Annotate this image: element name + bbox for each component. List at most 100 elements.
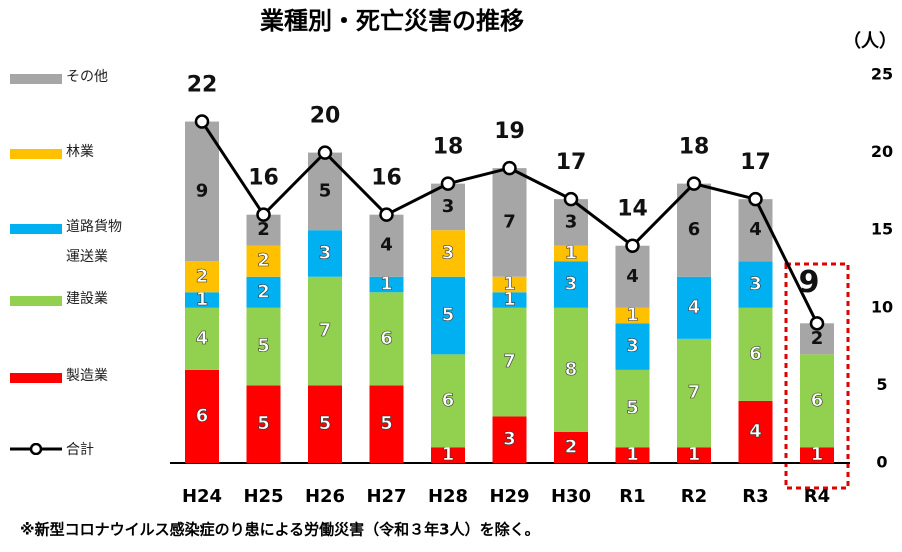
bar-segment: [615, 307, 650, 324]
data-label: 7: [503, 351, 516, 372]
bar-segment: [369, 385, 404, 463]
legend-item: その他: [10, 69, 126, 92]
bar-segment: [677, 338, 711, 448]
bar-segment: [615, 323, 650, 370]
footnote: ※新型コロナウイルス感染症のり患による労働災害（令和３年3人）を除く。: [20, 521, 540, 539]
data-label: 3: [503, 429, 516, 450]
legend-label: 林業: [66, 144, 94, 160]
data-label: 1: [565, 242, 578, 263]
bar-segment: [677, 276, 711, 339]
legend-item: 林業: [10, 144, 126, 167]
total-marker: [440, 176, 456, 191]
data-label: 5: [319, 180, 332, 201]
bar-segment: [431, 183, 465, 231]
data-label: 4: [749, 421, 762, 442]
y-tick-label: 0: [876, 453, 887, 472]
total-marker: [379, 207, 394, 222]
x-tick-label: R3: [742, 486, 768, 507]
data-label: 4: [626, 266, 639, 287]
data-label: 8: [565, 359, 578, 380]
data-label: 1: [380, 274, 393, 295]
bar-segment: [492, 292, 527, 308]
data-label: 5: [626, 398, 639, 419]
y-tick-label: 10: [871, 297, 893, 316]
x-tick-label: H24: [182, 486, 222, 507]
x-tick-label: H30: [551, 486, 591, 507]
y-tick-label: 15: [871, 220, 893, 239]
data-label: 7: [319, 320, 332, 341]
bar-segment: [554, 307, 588, 432]
data-label: 3: [565, 274, 578, 295]
total-marker: [625, 238, 640, 253]
data-label: 3: [319, 242, 332, 263]
bar-segment: [492, 307, 527, 417]
bar-segment: [369, 292, 404, 386]
legend-label: 建設業: [66, 291, 108, 307]
bar-segment: [677, 447, 711, 463]
data-label: 9: [196, 180, 209, 201]
data-label: 2: [196, 266, 209, 287]
bar-segment: [431, 354, 465, 448]
bar-segment: [738, 400, 773, 463]
total-label: 19: [494, 119, 525, 144]
total-label: 20: [310, 104, 341, 129]
bar-segment: [800, 447, 834, 463]
legend-label: 道路貨物運送業: [66, 219, 122, 265]
data-label: 1: [626, 444, 639, 465]
bar-segment: [738, 307, 773, 401]
bar-segment: [246, 245, 281, 277]
bar-segment: [492, 416, 527, 463]
bar-segment: [554, 245, 588, 262]
y-axis-label: （人）: [843, 31, 897, 52]
data-label: 4: [196, 328, 209, 349]
bar-segment: [308, 230, 342, 277]
legend-item: 合計: [10, 442, 126, 465]
total-marker: [809, 316, 825, 331]
data-label: 6: [811, 390, 824, 411]
total-label: 17: [740, 150, 771, 175]
data-label: 7: [503, 211, 516, 232]
bar-segment: [615, 447, 650, 463]
data-label: 1: [196, 289, 209, 310]
bar-segment: [492, 276, 527, 293]
data-label: 6: [442, 390, 455, 411]
bar-segment: [308, 276, 342, 386]
total-marker: [563, 191, 579, 207]
highlight-box: [784, 262, 850, 490]
total-label: 16: [371, 166, 402, 191]
bar-segment: [615, 245, 650, 308]
legend-line: [10, 443, 62, 459]
x-tick-label: H27: [366, 486, 406, 507]
data-label: 1: [811, 444, 824, 465]
total-label: 17: [556, 150, 587, 175]
data-label: 3: [565, 211, 578, 232]
data-label: 6: [749, 343, 762, 364]
data-label: 1: [688, 444, 701, 465]
legend-swatch: [10, 224, 62, 234]
chart-title: 業種別・死亡災害の推移: [260, 7, 524, 35]
legend-swatch: [10, 74, 62, 84]
data-label: 3: [442, 242, 455, 263]
data-label: 1: [626, 305, 639, 326]
bar-segment: [246, 276, 281, 308]
total-label: 18: [433, 135, 464, 160]
data-label: 3: [749, 274, 762, 295]
x-tick-label: H28: [428, 486, 468, 507]
legend-swatch: [10, 149, 62, 159]
bar-segment: [554, 261, 588, 308]
legend-label: 合計: [66, 442, 94, 458]
legend-swatch: [10, 373, 62, 383]
bar-segment: [185, 292, 219, 308]
data-label: 4: [380, 235, 393, 256]
x-tick-label: R1: [619, 486, 645, 507]
bar-segment: [246, 385, 281, 463]
data-label: 5: [319, 413, 332, 434]
data-label: 7: [688, 382, 701, 403]
bar-segment: [185, 369, 219, 463]
data-label: 1: [503, 274, 516, 295]
bar-segment: [369, 214, 404, 277]
total-marker: [256, 207, 271, 222]
data-label: 5: [257, 336, 270, 357]
data-label: 3: [442, 196, 455, 217]
